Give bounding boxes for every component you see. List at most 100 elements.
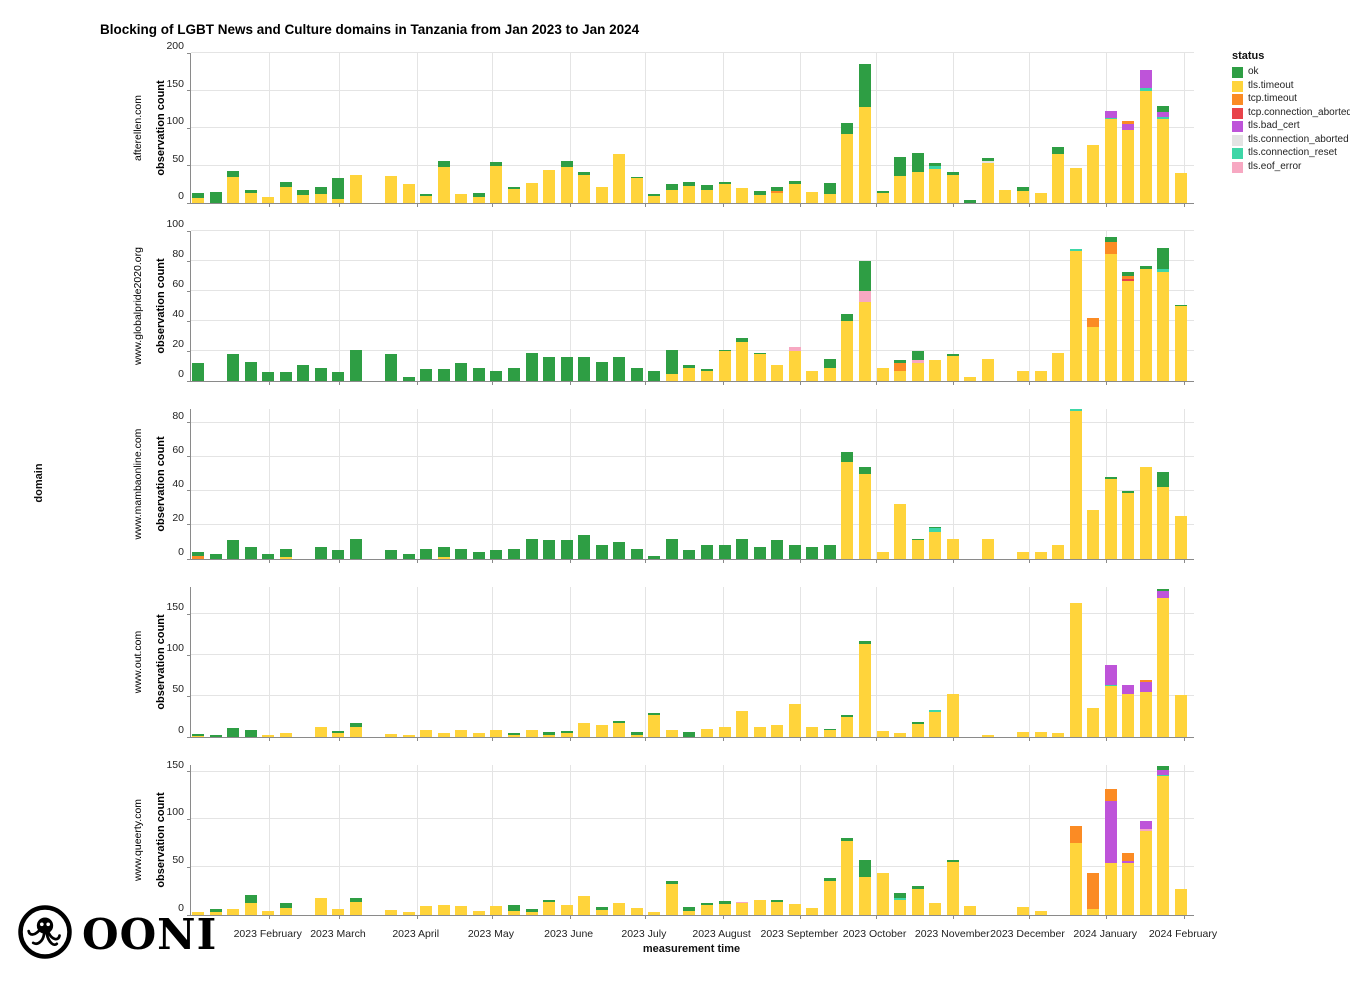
bar-week-24 bbox=[613, 541, 626, 559]
bar-week-22 bbox=[578, 172, 591, 203]
vertical-gridline bbox=[569, 53, 571, 203]
legend-item-tls.bad_cert[interactable]: tls.bad_cert bbox=[1232, 121, 1350, 132]
bar-segment-tt bbox=[1069, 410, 1082, 559]
bar-segment-tt bbox=[525, 182, 538, 203]
horizontal-gridline bbox=[191, 52, 1194, 53]
bar-week-24 bbox=[613, 902, 626, 915]
bar-week-55 bbox=[1157, 472, 1170, 559]
bar-segment-tt bbox=[1174, 306, 1187, 381]
bar-segment-tt bbox=[490, 906, 503, 915]
x-tick-mark bbox=[722, 737, 724, 741]
legend-item-tls.timeout[interactable]: tls.timeout bbox=[1232, 80, 1350, 92]
bar-segment-ok bbox=[1157, 472, 1170, 488]
legend-item-tcp.timeout[interactable]: tcp.timeout bbox=[1232, 94, 1350, 105]
y-tick-label: 0 bbox=[178, 724, 184, 736]
bar-week-26 bbox=[648, 912, 661, 915]
legend-item-tls.eof_error[interactable]: tls.eof_error bbox=[1232, 161, 1350, 173]
bar-segment-tt bbox=[595, 187, 608, 203]
bar-segment-ok bbox=[192, 193, 204, 198]
legend-item-ok[interactable]: ok bbox=[1232, 67, 1350, 78]
bar-week-38 bbox=[858, 641, 871, 737]
x-tick-label: 2023 May bbox=[467, 928, 514, 940]
bar-segment-ok bbox=[753, 352, 766, 354]
vertical-gridline bbox=[268, 409, 270, 559]
bar-week-26 bbox=[648, 555, 661, 559]
bar-week-29 bbox=[701, 728, 714, 737]
bar-segment-tt bbox=[543, 170, 556, 203]
bar-segment-tt bbox=[349, 901, 362, 915]
bar-segment-tt bbox=[1069, 843, 1082, 915]
bar-week-8 bbox=[332, 550, 345, 559]
bar-segment-ok bbox=[192, 363, 204, 381]
horizontal-gridline bbox=[191, 613, 1194, 615]
bar-segment-tt bbox=[1052, 545, 1065, 559]
bar-segment-ok bbox=[262, 372, 275, 381]
bar-week-8 bbox=[332, 731, 345, 737]
bar-segment-ok bbox=[507, 548, 520, 559]
bar-week-48 bbox=[1034, 911, 1047, 915]
vertical-gridline bbox=[644, 765, 646, 915]
x-tick-mark bbox=[953, 381, 955, 385]
bar-segment-tt bbox=[841, 841, 854, 915]
bar-week-4 bbox=[262, 197, 275, 203]
x-tick-label: 2023 August bbox=[692, 928, 751, 940]
bar-week-41 bbox=[911, 351, 924, 381]
y-tick-mark bbox=[187, 127, 191, 129]
bar-segment-ok bbox=[437, 369, 450, 381]
bar-segment-tt bbox=[1122, 130, 1135, 203]
y-tick-mark bbox=[187, 558, 191, 560]
bar-segment-ok bbox=[648, 194, 661, 196]
bar-segment-tt bbox=[946, 355, 959, 381]
bar-segment-tt bbox=[929, 531, 942, 559]
bar-week-0 bbox=[192, 552, 204, 559]
bar-week-17 bbox=[490, 370, 503, 381]
bar-segment-tt bbox=[1016, 907, 1029, 915]
bar-segment-ok bbox=[911, 351, 924, 360]
x-tick-mark bbox=[268, 737, 270, 741]
bar-segment-tt bbox=[1016, 732, 1029, 737]
bar-week-15 bbox=[455, 906, 468, 915]
bar-segment-tt bbox=[1069, 603, 1082, 737]
bar-week-55 bbox=[1157, 105, 1170, 203]
y-tick-label: 80 bbox=[172, 248, 184, 260]
bar-segment-tt bbox=[929, 902, 942, 915]
bar-segment-ok bbox=[595, 361, 608, 381]
bar-week-24 bbox=[613, 357, 626, 381]
bar-week-16 bbox=[472, 732, 485, 737]
y-tick-mark bbox=[187, 914, 191, 916]
bar-segment-tt bbox=[560, 904, 573, 915]
bar-week-48 bbox=[1034, 732, 1047, 737]
bar-week-9 bbox=[349, 897, 362, 915]
bar-segment-ok bbox=[736, 337, 749, 342]
bar-week-39 bbox=[876, 731, 889, 737]
bar-segment-te bbox=[911, 360, 924, 363]
bar-segment-tt bbox=[753, 194, 766, 203]
bar-segment-ok bbox=[630, 176, 643, 179]
bar-segment-tt bbox=[771, 364, 784, 381]
legend-item-tls.connection_aborted[interactable]: tls.connection_aborted bbox=[1232, 134, 1350, 146]
bar-week-45 bbox=[981, 734, 994, 737]
bar-week-26 bbox=[648, 194, 661, 203]
bar-segment-ok bbox=[227, 354, 240, 381]
y-tick-label: 0 bbox=[178, 368, 184, 380]
bar-segment-ok bbox=[560, 540, 573, 559]
horizontal-gridline bbox=[191, 818, 1194, 820]
x-tick-mark bbox=[800, 381, 802, 385]
x-tick-mark bbox=[569, 203, 571, 207]
bar-segment-ok bbox=[648, 370, 661, 381]
bar-segment-tt bbox=[823, 880, 836, 915]
bar-week-30 bbox=[718, 182, 731, 203]
bar-week-40 bbox=[894, 360, 907, 381]
bar-week-52 bbox=[1104, 110, 1117, 203]
bar-segment-tbc bbox=[1122, 860, 1135, 864]
vertical-gridline bbox=[416, 409, 418, 559]
bar-segment-ok bbox=[209, 191, 222, 203]
bar-segment-tt bbox=[929, 169, 942, 203]
bar-week-51 bbox=[1087, 872, 1100, 915]
bar-week-37 bbox=[841, 451, 854, 559]
bar-segment-tt bbox=[841, 321, 854, 381]
legend-item-tcp.connection_aborted[interactable]: tcp.connection_aborted bbox=[1232, 107, 1350, 119]
bar-week-32 bbox=[753, 899, 766, 915]
bar-week-17 bbox=[490, 161, 503, 203]
legend-item-tls.connection_reset[interactable]: tls.connection_reset bbox=[1232, 148, 1350, 159]
